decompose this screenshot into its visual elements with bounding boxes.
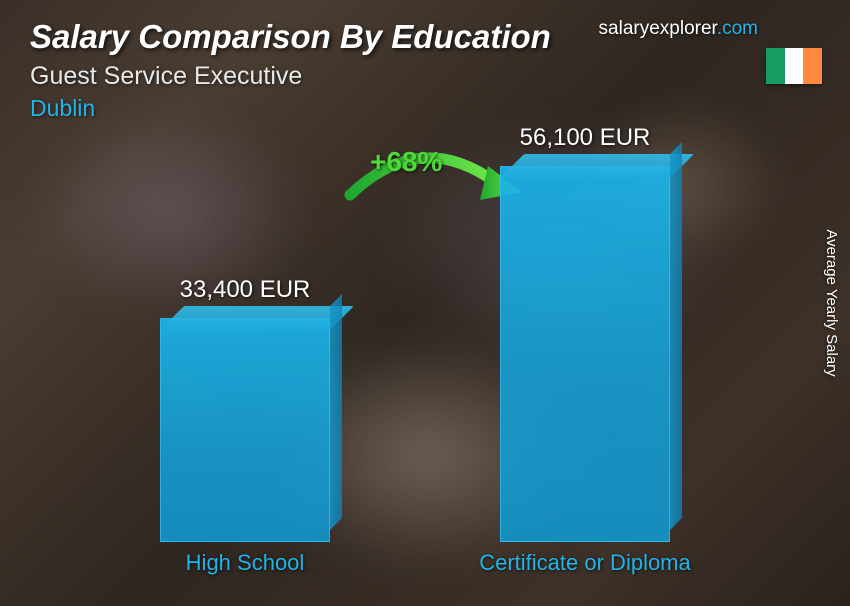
bar-top-face [160,306,354,330]
bar-front-face [500,166,670,542]
bar-certificate-diploma: 56,100 EUR [500,124,670,542]
location-label: Dublin [30,95,820,122]
bar-high-school: 33,400 EUR [160,276,330,542]
flag-stripe-white [785,48,804,84]
ireland-flag-icon [766,48,822,84]
bar-side-face [670,142,682,530]
bar-label: Certificate or Diploma [465,550,705,576]
flag-stripe-orange [803,48,822,84]
infographic-container: Salary Comparison By Education Guest Ser… [0,0,850,606]
bar-top-face [500,154,694,178]
bar-side-face [330,294,342,530]
bar-value: 33,400 EUR [160,276,330,304]
y-axis-label: Average Yearly Salary [823,229,840,376]
flag-stripe-green [766,48,785,84]
brand-part2: .com [717,18,758,39]
bar-shape [160,318,330,542]
bar-value: 56,100 EUR [500,124,670,152]
bar-chart: +68% 33,400 EUR High School 56,100 EUR C… [120,146,740,576]
bar-shape [500,166,670,542]
brand-label: salaryexplorer.com [599,18,758,40]
job-subtitle: Guest Service Executive [30,62,820,91]
bar-label: High School [125,550,365,576]
bar-front-face [160,318,330,542]
percentage-increase: +68% [370,146,442,178]
brand-part1: salaryexplorer [599,18,717,39]
